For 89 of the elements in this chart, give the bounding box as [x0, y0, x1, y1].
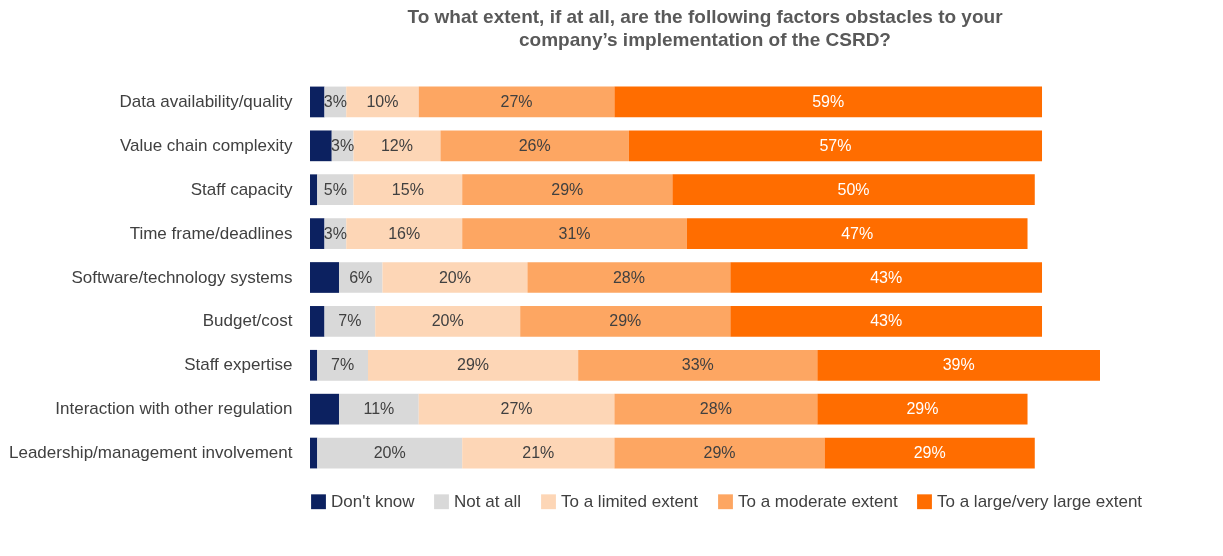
y-tick-label: Data availability/quality: [119, 91, 293, 111]
data-label: 31%: [558, 224, 591, 242]
data-label: 43%: [870, 312, 903, 330]
data-label: 28%: [612, 268, 645, 286]
bar: [382, 262, 528, 293]
bar: [310, 306, 325, 337]
y-tick-label: Budget/cost: [202, 311, 293, 331]
data-label: 29%: [913, 444, 946, 462]
chart-title: To what extent, if at all, are the following factors obstacles to your company’s implementation of the CSRD?: [407, 6, 1004, 50]
data-label: 5%: [323, 180, 347, 198]
data-label: 7%: [338, 312, 362, 330]
bar: [824, 437, 1035, 469]
bar: [527, 262, 731, 293]
bar: [324, 306, 376, 337]
bar: [462, 218, 687, 249]
bar: [440, 130, 629, 162]
data-label: 7%: [331, 356, 355, 374]
data-label: 57%: [819, 136, 852, 154]
bar: [730, 262, 1043, 293]
bar: [310, 86, 325, 118]
bar: [628, 130, 1043, 162]
data-label: 3%: [323, 92, 347, 110]
bar: [672, 174, 1035, 206]
bar: [338, 393, 419, 425]
bar: [462, 174, 673, 206]
data-label: 20%: [373, 444, 406, 462]
y-tick-label: Interaction with other regulation: [55, 399, 293, 419]
data-label: 20%: [431, 312, 464, 330]
y-tick-label: Time frame/deadlines: [129, 223, 293, 243]
data-label: 29%: [703, 444, 736, 462]
bar: [310, 174, 318, 206]
bar: [817, 349, 1100, 381]
data-label: 28%: [699, 400, 732, 418]
bar: [310, 393, 339, 425]
legend-label: To a moderate extent: [738, 491, 898, 511]
data-label: 59%: [812, 92, 845, 110]
bar: [317, 349, 368, 381]
bar: [353, 130, 441, 162]
legend-label: To a limited extent: [561, 491, 699, 511]
data-label: 50%: [837, 180, 870, 198]
bar: [353, 174, 463, 206]
bar: [462, 437, 615, 469]
data-label: 29%: [551, 180, 584, 198]
bar: [614, 393, 818, 425]
bar: [614, 86, 1043, 118]
data-label: 20%: [438, 268, 471, 286]
bar: [367, 349, 579, 381]
bar: [578, 349, 818, 381]
data-label: 3%: [323, 224, 347, 242]
bar: [310, 349, 318, 381]
data-label: 21%: [522, 444, 555, 462]
y-tick-label: Software/technology systems: [71, 267, 293, 287]
bar: [310, 130, 332, 162]
data-label: 12%: [380, 136, 413, 154]
data-label: 26%: [518, 136, 551, 154]
y-tick-label: Staff capacity: [190, 179, 293, 199]
data-label: 47%: [841, 224, 874, 242]
legend-label: Not at all: [454, 491, 522, 511]
data-label: 16%: [388, 224, 421, 242]
data-label: 33%: [681, 356, 714, 374]
data-label: 29%: [906, 400, 939, 418]
data-label: 29%: [457, 356, 490, 374]
data-label: 27%: [500, 92, 533, 110]
data-label: 11%: [363, 400, 395, 418]
legend-label: To a large/very large extent: [937, 491, 1143, 511]
bar: [817, 393, 1028, 425]
bar: [375, 306, 521, 337]
data-label: 15%: [391, 180, 424, 198]
data-label: 27%: [500, 400, 533, 418]
bar: [418, 86, 615, 118]
y-tick-label: Value chain complexity: [119, 135, 293, 155]
y-tick-label: Staff expertise: [184, 355, 293, 375]
bar: [310, 437, 318, 469]
bar: [317, 437, 463, 469]
bar: [614, 437, 825, 469]
bar: [346, 218, 463, 249]
bar: [418, 393, 615, 425]
bar: [310, 218, 325, 249]
data-label: 6%: [349, 268, 373, 286]
bar: [520, 306, 731, 337]
data-label: 10%: [366, 92, 399, 110]
data-label: 29%: [609, 312, 642, 330]
bar: [730, 306, 1043, 337]
bar: [310, 262, 339, 293]
data-label: 43%: [870, 268, 903, 286]
y-tick-label: Leadership/management involvement: [8, 443, 293, 463]
bar: [686, 218, 1028, 249]
data-label: 39%: [942, 356, 975, 374]
legend-label: Don't know: [331, 491, 416, 511]
